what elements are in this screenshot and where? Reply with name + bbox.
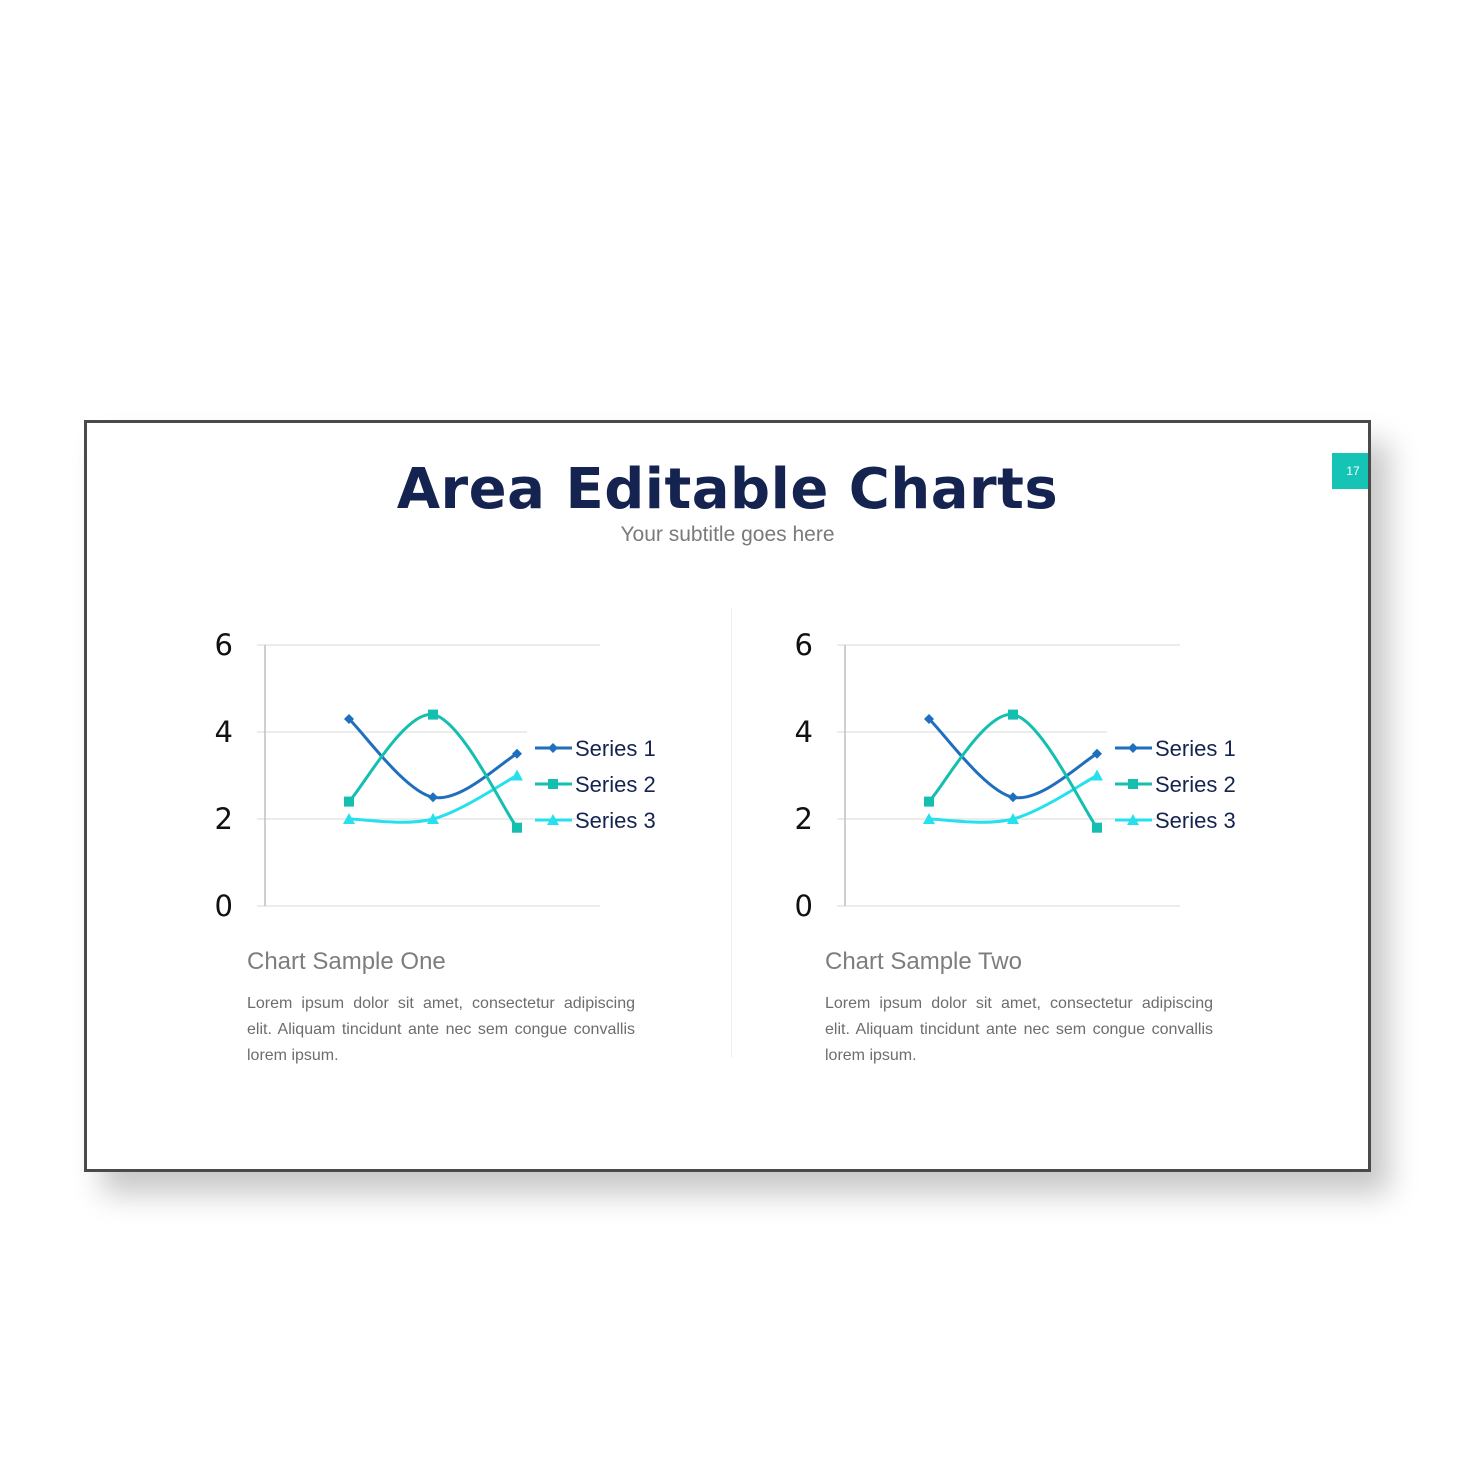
- chart-two-description: Lorem ipsum dolor sit amet, consectetur …: [825, 995, 1213, 1064]
- slide-title: Area Editable Charts: [396, 457, 1059, 522]
- legend-label: Series 1: [1155, 736, 1236, 761]
- chart-one-caption: Chart Sample One: [247, 948, 446, 975]
- column-divider: [731, 608, 732, 1058]
- legend-label: Series 2: [575, 772, 656, 797]
- legend-label: Series 2: [1155, 772, 1236, 797]
- line-chart-one: 0 2 4 6 Series 1 Series 2 Series 3: [215, 628, 656, 923]
- y-tick-label: 6: [215, 628, 233, 662]
- series-1-point: [512, 748, 522, 759]
- legend-marker-icon: [547, 814, 559, 825]
- y-tick-label: 2: [795, 802, 813, 836]
- legend-marker-icon: [1128, 743, 1138, 753]
- series-1-point: [428, 792, 438, 803]
- legend-marker-icon: [1127, 814, 1139, 825]
- y-tick-label: 0: [795, 889, 813, 923]
- y-tick-label: 6: [795, 628, 813, 662]
- series-3-point: [511, 769, 523, 781]
- line-chart-two: 0 2 4 6 Series 1 Series 2 Series 3: [795, 628, 1236, 923]
- y-tick-label: 4: [795, 715, 813, 749]
- series-1-point: [344, 713, 354, 724]
- legend-marker-icon: [548, 743, 558, 753]
- y-tick-label: 0: [215, 889, 233, 923]
- series-1-point: [1092, 748, 1102, 759]
- page-number-badge: 17: [1332, 453, 1368, 489]
- legend-marker-icon: [1128, 779, 1138, 789]
- y-tick-label: 4: [215, 715, 233, 749]
- legend-label: Series 1: [575, 736, 656, 761]
- chart-two-caption: Chart Sample Two: [825, 948, 1022, 975]
- y-tick-label: 2: [215, 802, 233, 836]
- series-1-point: [1008, 792, 1018, 803]
- chart-one-description: Lorem ipsum dolor sit amet, consectetur …: [247, 995, 635, 1064]
- legend-label: Series 3: [575, 808, 656, 833]
- series-2-point: [512, 822, 522, 833]
- series-1-point: [924, 713, 934, 724]
- series-2-point: [428, 709, 438, 720]
- slide-subtitle: Your subtitle goes here: [620, 523, 835, 546]
- series-2-point: [344, 796, 354, 807]
- legend-label: Series 3: [1155, 808, 1236, 833]
- slide: Area Editable Charts Your subtitle goes …: [84, 420, 1371, 1172]
- series-3-point: [1007, 813, 1019, 824]
- series-2-point: [1008, 709, 1018, 720]
- series-3-point: [1091, 769, 1103, 781]
- series-3-point: [427, 813, 439, 824]
- series-3-point: [343, 813, 355, 824]
- series-2-point: [1092, 822, 1102, 833]
- legend-marker-icon: [548, 779, 558, 789]
- series-3-point: [923, 813, 935, 824]
- series-2-point: [924, 796, 934, 807]
